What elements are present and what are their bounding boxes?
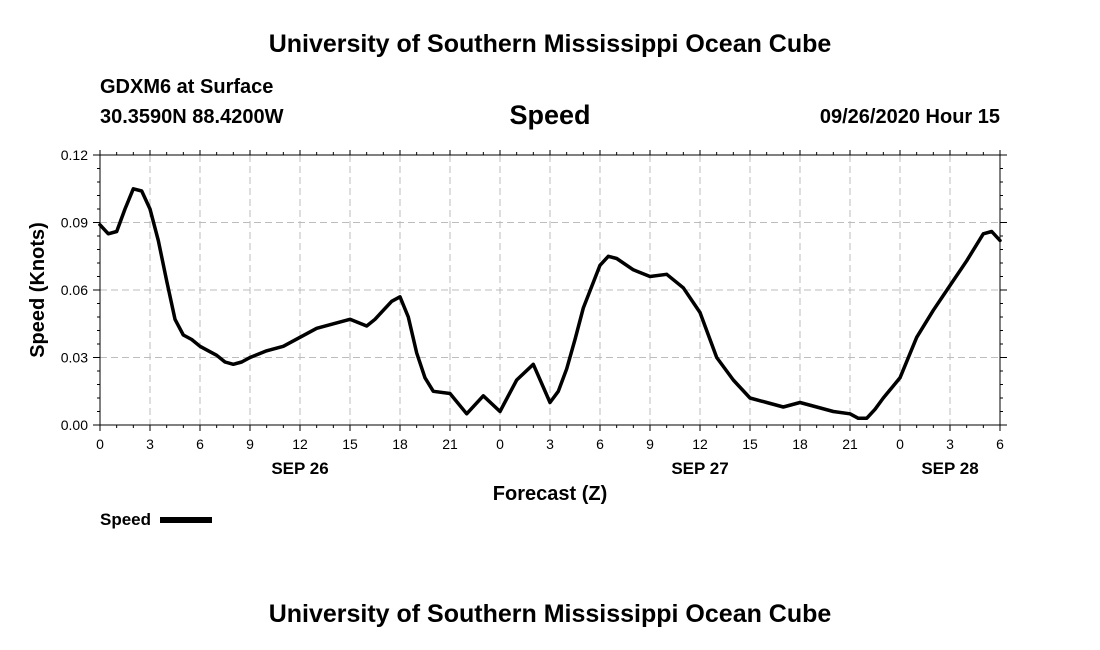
- x-tick-label: 18: [792, 436, 808, 452]
- y-axis-label: Speed (Knots): [27, 222, 49, 358]
- x-tick-label: 15: [342, 436, 358, 452]
- date-label: SEP 26: [271, 459, 328, 478]
- x-tick-label: 6: [196, 436, 204, 452]
- x-tick-label: 15: [742, 436, 758, 452]
- datetime-label: 09/26/2020 Hour 15: [819, 106, 1000, 128]
- y-tick-label: 0.00: [61, 417, 88, 433]
- date-label: SEP 28: [921, 459, 978, 478]
- y-tick-labels: 0.00 0.03 0.06 0.09 0.12: [61, 147, 88, 433]
- date-label: SEP 27: [671, 459, 728, 478]
- speed-chart: 0.00 0.03 0.06 0.09 0.12 0 3 6 9 12 15 18 21 0 3 6 9 12 1…: [27, 147, 1007, 529]
- x-tick-label: 9: [246, 436, 254, 452]
- footer-title: University of Southern Mississippi Ocean…: [268, 600, 832, 628]
- speed-series-line: [98, 187, 1002, 421]
- x-tick-labels: 0 3 6 9 12 15 18 21 0 3 6 9 12 15 18 21 0 3 6: [96, 436, 1004, 452]
- x-tick-label: 12: [692, 436, 708, 452]
- x-tick-label: 0: [496, 436, 504, 452]
- x-tick-label: 0: [896, 436, 904, 452]
- y-tick-label: 0.09: [61, 215, 88, 231]
- y-tick-label: 0.12: [61, 147, 88, 163]
- x-tick-label: 3: [146, 436, 154, 452]
- legend-swatch: [160, 517, 212, 523]
- page-title: University of Southern Mississippi Ocean…: [268, 30, 832, 58]
- location-label: 30.3590N 88.4200W: [100, 106, 284, 128]
- x-tick-label: 6: [996, 436, 1004, 452]
- x-tick-label: 12: [292, 436, 308, 452]
- date-labels: SEP 26 SEP 27 SEP 28: [271, 459, 978, 478]
- chart-title: Speed: [509, 100, 591, 130]
- legend-label: Speed: [100, 510, 151, 529]
- x-tick-label: 3: [546, 436, 554, 452]
- x-tick-label: 21: [842, 436, 858, 452]
- x-axis-label: Forecast (Z): [493, 483, 607, 505]
- x-tick-label: 6: [596, 436, 604, 452]
- x-tick-label: 3: [946, 436, 954, 452]
- grid-lines: [100, 155, 1000, 425]
- station-label: GDXM6 at Surface: [100, 76, 274, 98]
- axis-ticks: [93, 150, 1007, 431]
- x-tick-label: 21: [442, 436, 458, 452]
- y-tick-label: 0.03: [61, 350, 88, 366]
- x-tick-label: 0: [96, 436, 104, 452]
- x-tick-label: 18: [392, 436, 408, 452]
- x-tick-label: 9: [646, 436, 654, 452]
- y-tick-label: 0.06: [61, 282, 88, 298]
